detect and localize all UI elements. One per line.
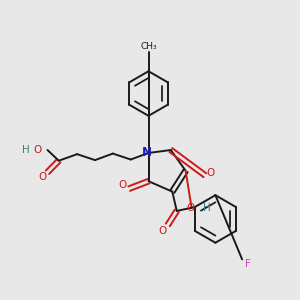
Text: O: O — [207, 168, 215, 178]
Text: O: O — [187, 203, 195, 213]
Text: H: H — [203, 203, 211, 213]
Text: F: F — [244, 260, 250, 269]
Text: CH₃: CH₃ — [140, 42, 157, 51]
Text: N: N — [142, 146, 152, 159]
Text: O: O — [39, 172, 47, 182]
Text: O: O — [118, 180, 127, 190]
Text: H: H — [22, 145, 30, 155]
Text: O: O — [33, 145, 41, 155]
Text: O: O — [159, 226, 167, 236]
